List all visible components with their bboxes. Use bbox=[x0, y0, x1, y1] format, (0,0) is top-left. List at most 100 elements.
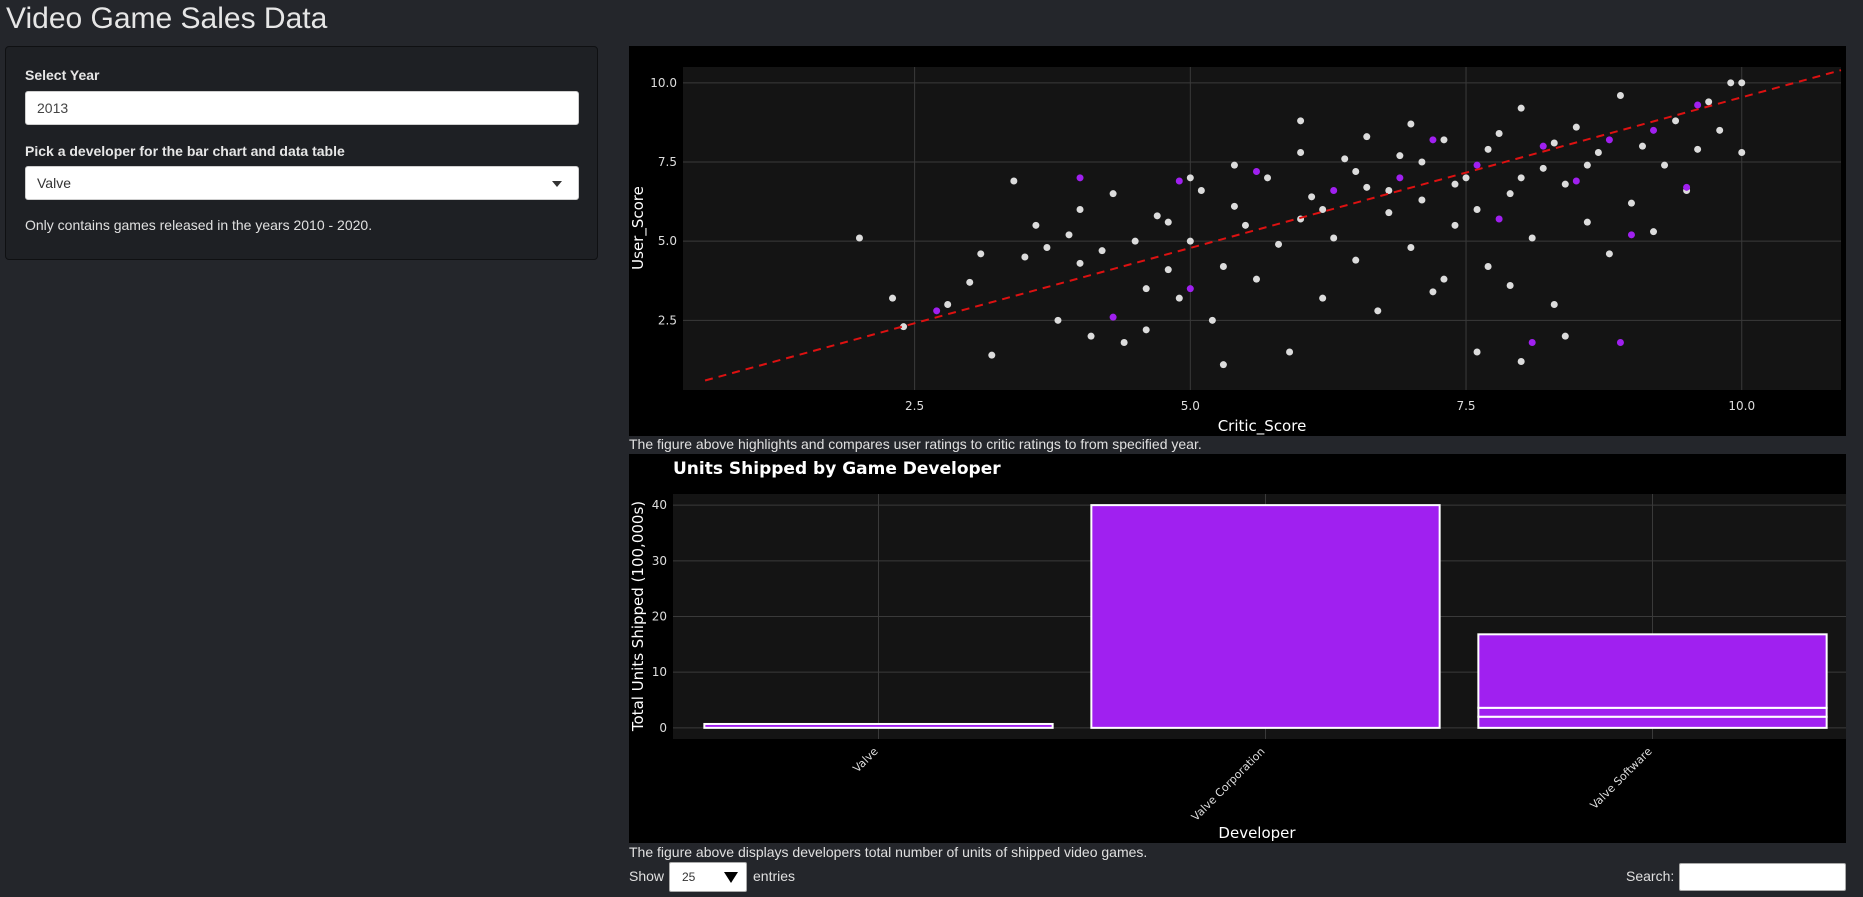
scatter-point bbox=[1650, 228, 1658, 236]
scatter-point-highlight bbox=[1473, 161, 1481, 169]
scatter-x-tick-label: 10.0 bbox=[1728, 399, 1755, 413]
scatter-point bbox=[1010, 177, 1018, 185]
scatter-point-highlight bbox=[1252, 168, 1260, 175]
scatter-point bbox=[1098, 247, 1106, 255]
scatter-point bbox=[966, 278, 974, 286]
bar-ticks: 0 10 20 30 40 bbox=[652, 498, 667, 735]
developer-label: Pick a developer for the bar chart and d… bbox=[25, 143, 345, 159]
show-label: Show bbox=[629, 868, 665, 884]
scatter-point-highlight bbox=[1076, 174, 1084, 182]
scatter-point-highlight bbox=[1650, 126, 1658, 134]
scatter-point bbox=[1087, 332, 1095, 340]
scatter-point bbox=[1451, 180, 1459, 188]
scatter-point bbox=[1407, 120, 1415, 128]
scatter-point bbox=[1561, 180, 1569, 188]
bar[interactable] bbox=[1477, 715, 1828, 729]
scatter-caption: The figure above highlights and compares… bbox=[629, 436, 1202, 452]
scatter-point bbox=[1716, 126, 1724, 134]
scatter-point bbox=[1418, 196, 1426, 204]
scatter-point bbox=[1661, 161, 1669, 169]
year-input[interactable]: 2013 bbox=[25, 91, 579, 125]
scatter-grid bbox=[683, 67, 1841, 390]
scatter-point bbox=[1418, 158, 1426, 166]
scatter-point bbox=[1297, 149, 1305, 156]
scatter-point bbox=[1021, 253, 1029, 261]
bar-category-labels: Valve Valve Corporation Valve Software bbox=[850, 745, 1654, 824]
scatter-point bbox=[1131, 237, 1139, 245]
scatter-point bbox=[1440, 136, 1448, 144]
scatter-point bbox=[1319, 294, 1327, 302]
developer-select-value: Valve bbox=[37, 175, 71, 191]
entries-length-select[interactable]: 25 bbox=[669, 862, 747, 892]
scatter-point bbox=[1539, 164, 1547, 172]
scatter-y-tick-label: 7.5 bbox=[658, 155, 677, 169]
scatter-point bbox=[1396, 152, 1404, 160]
scatter-point bbox=[1363, 133, 1371, 141]
bar-y-tick-label: 10 bbox=[652, 665, 667, 679]
bar[interactable] bbox=[1477, 706, 1828, 718]
sidebar-panel: Select Year 2013 Pick a developer for th… bbox=[5, 46, 598, 260]
scatter-point bbox=[1230, 202, 1238, 210]
scatter-point bbox=[1473, 348, 1481, 356]
year-label: Select Year bbox=[25, 67, 100, 83]
scatter-point-highlight bbox=[1528, 339, 1536, 346]
bar-bars bbox=[703, 504, 1828, 729]
bar-y-tick-label: 40 bbox=[652, 498, 667, 512]
scatter-plot-panel[interactable]: 2.5 5.0 7.5 10.0 2.5 5.0 7.5 10.0 Critic_Score … bbox=[629, 46, 1846, 436]
bar[interactable] bbox=[703, 722, 1054, 729]
scatter-point bbox=[1175, 294, 1183, 302]
scatter-x-axis-label: Critic_Score bbox=[1218, 417, 1307, 436]
scatter-point bbox=[1484, 263, 1492, 270]
scatter-point bbox=[1076, 259, 1084, 267]
scatter-x-tick-label: 5.0 bbox=[1181, 399, 1200, 413]
bar-y-tick-label: 20 bbox=[652, 610, 667, 624]
bar-chart[interactable]: Units Shipped by Game Developer 0 10 20 30 4… bbox=[629, 454, 1846, 843]
bar-y-axis-label: Total Units Shipped (100,000s) bbox=[629, 501, 647, 732]
scatter-ticks: 2.5 5.0 7.5 10.0 2.5 5.0 7.5 10.0 bbox=[650, 76, 1755, 413]
sidebar-note: Only contains games released in the year… bbox=[25, 217, 373, 233]
search-label: Search: bbox=[1626, 868, 1675, 884]
scatter-point-highlight bbox=[1694, 101, 1702, 109]
scatter-point bbox=[1286, 348, 1294, 356]
scatter-point bbox=[1385, 187, 1393, 194]
scatter-point bbox=[1109, 190, 1117, 198]
scatter-point bbox=[1330, 234, 1338, 242]
scatter-point bbox=[1275, 240, 1283, 248]
scatter-point bbox=[1694, 145, 1702, 153]
scatter-point bbox=[1164, 266, 1172, 274]
scatter-point bbox=[1120, 339, 1128, 346]
scatter-point bbox=[1264, 174, 1272, 182]
scatter-point-highlight bbox=[1429, 136, 1437, 144]
developer-select[interactable]: Valve bbox=[25, 166, 579, 200]
scatter-point bbox=[1528, 234, 1536, 242]
scatter-plot[interactable]: 2.5 5.0 7.5 10.02.55.07.510.0 Critic_Score … bbox=[629, 46, 1846, 436]
scatter-point bbox=[1186, 237, 1194, 245]
bar[interactable] bbox=[1090, 504, 1441, 729]
scatter-point bbox=[1043, 244, 1051, 251]
search-input[interactable] bbox=[1679, 863, 1846, 891]
bar-caption: The figure above displays developers tot… bbox=[629, 844, 1148, 860]
scatter-point bbox=[1352, 256, 1360, 264]
scatter-point bbox=[1352, 168, 1360, 175]
scatter-point bbox=[977, 250, 985, 258]
bar-chart-panel[interactable]: Units Shipped by Game Developer 0 10 20 30 4… bbox=[629, 454, 1846, 843]
scatter-point bbox=[1407, 244, 1415, 251]
scatter-point bbox=[855, 234, 863, 242]
scatter-point-highlight bbox=[933, 307, 941, 315]
bar-y-tick-label: 30 bbox=[652, 554, 667, 568]
scatter-y-tick-label: 5.0 bbox=[658, 234, 677, 248]
scatter-point bbox=[1616, 92, 1624, 99]
scatter-point bbox=[1451, 221, 1459, 229]
scatter-point bbox=[1517, 104, 1525, 112]
scatter-point bbox=[1440, 275, 1448, 283]
scatter-point bbox=[1517, 174, 1525, 182]
scatter-point bbox=[988, 351, 996, 359]
bar[interactable] bbox=[1477, 633, 1828, 709]
scatter-point bbox=[1638, 142, 1646, 150]
chevron-down-icon bbox=[724, 872, 738, 883]
scatter-point bbox=[1495, 130, 1503, 137]
scatter-point bbox=[1583, 161, 1591, 169]
scatter-point bbox=[1583, 218, 1591, 226]
scatter-point-highlight bbox=[1330, 187, 1338, 194]
trend-line bbox=[704, 69, 1842, 382]
